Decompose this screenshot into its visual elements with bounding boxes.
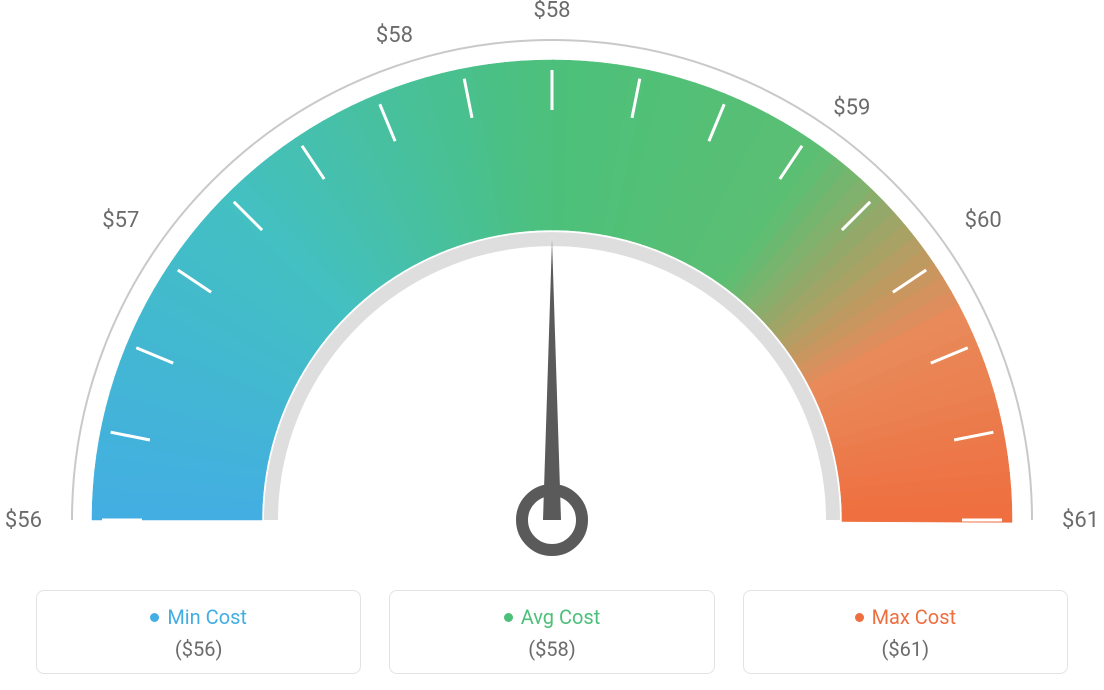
legend-title-max: Max Cost: [855, 605, 957, 629]
legend-card-min: Min Cost ($56): [36, 590, 361, 674]
legend-label-min: Min Cost: [167, 605, 247, 629]
legend-label-max: Max Cost: [872, 605, 957, 629]
gauge-svg: $56 $57 $58 $58 $59 $60 $61: [0, 0, 1104, 560]
svg-text:$56: $56: [5, 508, 42, 533]
dot-icon: [150, 613, 159, 622]
dot-icon: [855, 613, 864, 622]
legend-card-max: Max Cost ($61): [743, 590, 1068, 674]
legend-title-min: Min Cost: [150, 605, 247, 629]
svg-text:$57: $57: [102, 208, 139, 233]
svg-text:$58: $58: [533, 0, 570, 23]
dot-icon: [504, 613, 513, 622]
svg-text:$61: $61: [1062, 508, 1099, 533]
svg-text:$59: $59: [833, 95, 870, 120]
legend-value-avg: ($58): [400, 637, 703, 661]
svg-text:$60: $60: [965, 208, 1002, 233]
svg-text:$58: $58: [376, 23, 413, 48]
legend-value-min: ($56): [47, 637, 350, 661]
gauge-chart: $56 $57 $58 $58 $59 $60 $61: [0, 0, 1104, 560]
legend-value-max: ($61): [754, 637, 1057, 661]
legend-title-avg: Avg Cost: [504, 605, 601, 629]
legend-label-avg: Avg Cost: [521, 605, 601, 629]
legend-card-avg: Avg Cost ($58): [389, 590, 714, 674]
legend-row: Min Cost ($56) Avg Cost ($58) Max Cost (…: [0, 590, 1104, 674]
